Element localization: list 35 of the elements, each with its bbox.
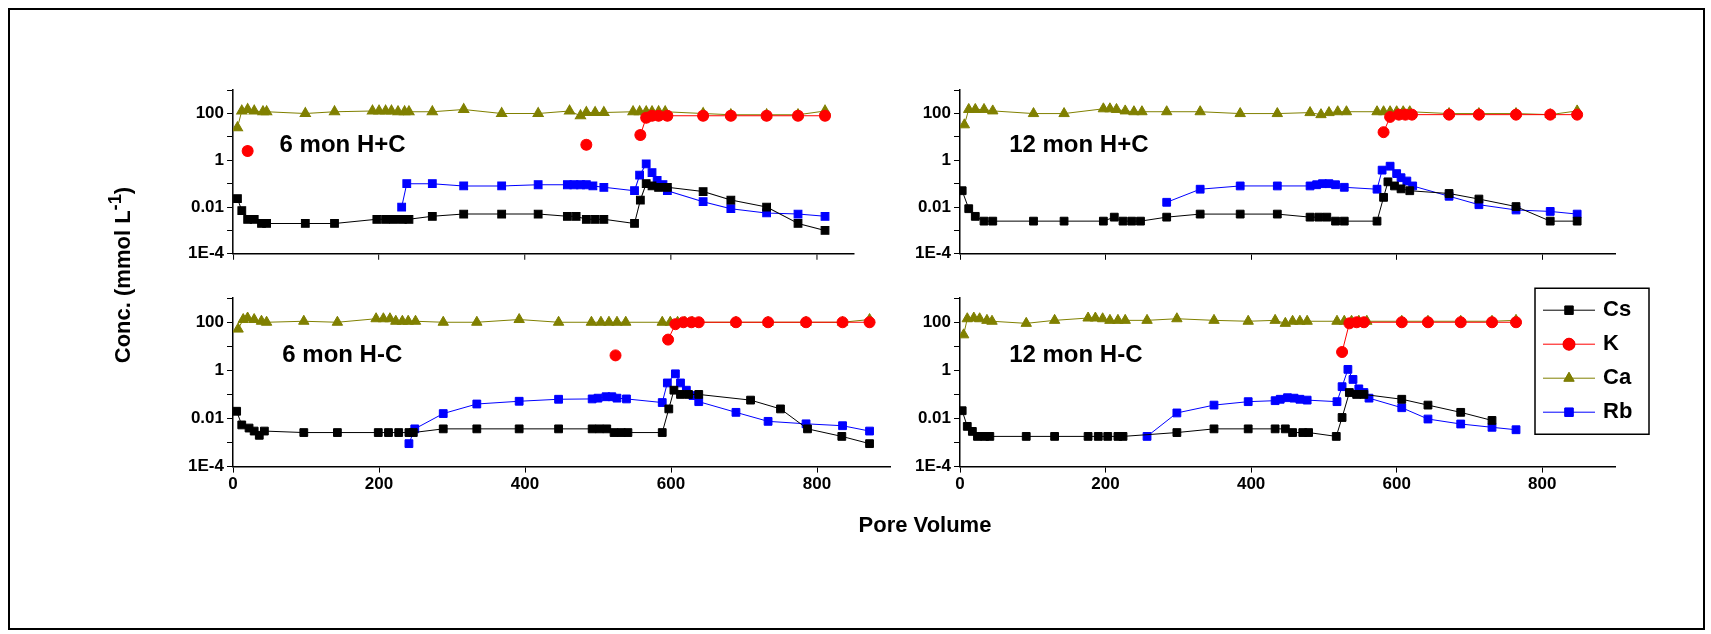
annotation: 12 mon H-C [1009, 340, 1143, 368]
x-tick-label: 600 [1382, 474, 1411, 494]
y-tick-label: 0.01 [190, 196, 225, 216]
y-tick-label: 1 [941, 360, 951, 380]
legend-label: Ca [1603, 364, 1632, 390]
y-tick-label: 100 [922, 103, 951, 123]
y-tick-label: 1 [214, 150, 225, 169]
legend-label: Cs [1603, 296, 1632, 322]
x-axis-title: Pore Volume [858, 512, 992, 538]
x-tick-label: 400 [510, 474, 540, 494]
x-tick-label: 600 [656, 474, 686, 494]
y-tick-label: 100 [195, 103, 225, 123]
y-tick-label: 1E-4 [915, 243, 952, 263]
x-tick-label: 0 [228, 474, 238, 494]
y-tick-label: 0.01 [190, 408, 224, 428]
y-tick-label: 100 [922, 311, 951, 331]
y-tick-label: 0.01 [917, 196, 951, 216]
annotation: 12 mon H+C [1009, 130, 1149, 158]
y-tick-label: 1 [941, 150, 951, 169]
y-tick-label: 1 [214, 360, 224, 380]
x-tick-label: 400 [1236, 474, 1266, 494]
x-tick-label: 200 [364, 474, 394, 494]
annotation: 6 mon H-C [282, 340, 403, 368]
x-tick-label: 0 [955, 474, 965, 494]
x-tick-label: 200 [1091, 474, 1120, 494]
y-tick-label: 100 [195, 311, 224, 331]
y-tick-label: 1E-4 [188, 243, 225, 263]
x-tick-label: 800 [802, 474, 832, 494]
y-tick-label: 1E-4 [915, 456, 952, 476]
annotation: 6 mon H+C [279, 130, 406, 158]
y-tick-label: 0.01 [917, 408, 951, 428]
legend-label: K [1603, 330, 1619, 356]
x-tick-label: 800 [1528, 474, 1557, 494]
y-tick-label: 1E-4 [188, 456, 225, 476]
legend-label: Rb [1603, 398, 1633, 424]
